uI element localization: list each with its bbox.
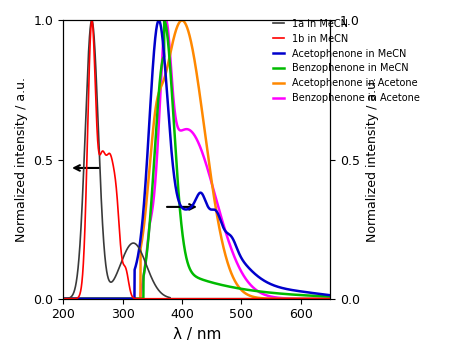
Acetophenone in Acetone (328, 297, 333, 301)
Acetophenone in MeCN (156, 18, 162, 22)
Acetophenone in Acetone (60, 297, 66, 301)
Benzophenone in MeCN (60, 297, 66, 301)
Acetophenone in Acetone (107, 297, 112, 301)
X-axis label: λ / nm: λ / nm (173, 327, 221, 342)
1b in MeCN (91, 44, 97, 48)
Benzophenone in Acetone (107, 297, 112, 301)
1b in MeCN (322, 297, 328, 301)
1a in MeCN (328, 297, 333, 301)
Line: 1b in MeCN: 1b in MeCN (63, 20, 330, 299)
Y-axis label: Normalized intensity / a.u.: Normalized intensity / a.u. (366, 77, 379, 242)
Acetophenone in Acetone (179, 18, 185, 22)
Benzophenone in Acetone (163, 19, 169, 23)
Acetophenone in Acetone (322, 297, 328, 301)
Benzophenone in MeCN (91, 297, 97, 301)
Acetophenone in MeCN (328, 293, 333, 297)
Benzophenone in Acetone (328, 297, 333, 301)
Y-axis label: Normalized intensity / a.u.: Normalized intensity / a.u. (15, 77, 28, 242)
1a in MeCN (322, 297, 328, 301)
Benzophenone in MeCN (328, 295, 333, 299)
1b in MeCN (163, 297, 169, 301)
Benzophenone in Acetone (91, 297, 97, 301)
Benzophenone in Acetone (174, 124, 180, 128)
1a in MeCN (167, 297, 173, 301)
1a in MeCN (174, 297, 180, 301)
1a in MeCN (60, 297, 66, 301)
Benzophenone in MeCN (174, 175, 180, 180)
Benzophenone in Acetone (322, 297, 328, 301)
1a in MeCN (163, 294, 169, 298)
Line: Benzophenone in MeCN: Benzophenone in MeCN (63, 20, 330, 299)
Benzophenone in MeCN (322, 294, 328, 298)
Acetophenone in Acetone (91, 297, 97, 301)
Acetophenone in MeCN (60, 297, 66, 301)
Acetophenone in Acetone (294, 297, 300, 301)
Benzophenone in MeCN (294, 293, 300, 297)
1a in MeCN (91, 31, 97, 36)
Legend: 1a in MeCN, 1b in MeCN, Acetophenone in MeCN, Benzophenone in MeCN, Acetophenone: 1a in MeCN, 1b in MeCN, Acetophenone in … (269, 15, 424, 107)
Line: Acetophenone in Acetone: Acetophenone in Acetone (63, 20, 330, 299)
Line: Acetophenone in MeCN: Acetophenone in MeCN (63, 20, 330, 299)
Benzophenone in Acetone (60, 297, 66, 301)
1b in MeCN (294, 297, 300, 301)
Acetophenone in MeCN (174, 194, 180, 198)
Benzophenone in MeCN (163, 23, 169, 27)
Line: Benzophenone in Acetone: Benzophenone in Acetone (63, 20, 330, 299)
1b in MeCN (89, 18, 95, 22)
1b in MeCN (107, 151, 112, 156)
Benzophenone in MeCN (107, 297, 112, 301)
1b in MeCN (174, 297, 180, 301)
Benzophenone in Acetone (294, 296, 300, 301)
Acetophenone in MeCN (322, 292, 328, 297)
1a in MeCN (107, 279, 112, 283)
1a in MeCN (89, 18, 94, 22)
Acetophenone in MeCN (107, 297, 112, 301)
Acetophenone in Acetone (163, 71, 169, 76)
Acetophenone in MeCN (91, 297, 97, 301)
Acetophenone in Acetone (174, 24, 180, 29)
Benzophenone in MeCN (161, 18, 167, 22)
Line: 1a in MeCN: 1a in MeCN (63, 20, 330, 299)
1b in MeCN (328, 297, 333, 301)
1b in MeCN (60, 297, 66, 301)
Acetophenone in MeCN (294, 288, 300, 293)
1a in MeCN (294, 297, 300, 301)
Benzophenone in Acetone (163, 18, 169, 22)
Acetophenone in MeCN (163, 75, 169, 79)
